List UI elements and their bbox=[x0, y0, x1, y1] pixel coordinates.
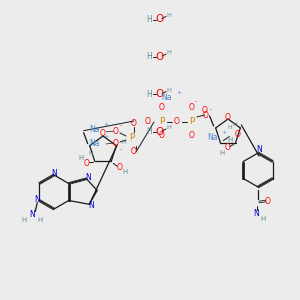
Text: Na: Na bbox=[89, 139, 99, 148]
Text: +: + bbox=[103, 122, 109, 127]
Text: N: N bbox=[253, 208, 259, 217]
Text: O: O bbox=[234, 130, 240, 139]
Text: +: + bbox=[176, 89, 181, 94]
Text: N: N bbox=[29, 210, 35, 219]
Text: O: O bbox=[189, 131, 195, 140]
Text: O: O bbox=[131, 119, 137, 128]
Text: -: - bbox=[210, 107, 212, 112]
Text: O: O bbox=[116, 163, 122, 172]
Text: Na: Na bbox=[89, 125, 99, 134]
Text: Na: Na bbox=[207, 134, 217, 142]
Text: H: H bbox=[22, 218, 27, 224]
Text: H: H bbox=[78, 155, 83, 161]
Text: O: O bbox=[155, 52, 163, 62]
Text: O: O bbox=[84, 159, 90, 168]
Text: -: - bbox=[120, 124, 122, 128]
Text: H: H bbox=[121, 140, 126, 145]
Text: -: - bbox=[195, 100, 197, 104]
Text: P: P bbox=[189, 118, 195, 127]
Text: -: - bbox=[120, 148, 122, 152]
Text: O: O bbox=[225, 143, 231, 152]
Text: O: O bbox=[113, 128, 119, 136]
Text: H: H bbox=[219, 149, 224, 155]
Text: N: N bbox=[256, 146, 262, 154]
Text: O: O bbox=[203, 112, 209, 121]
Text: N: N bbox=[34, 195, 40, 204]
Text: O: O bbox=[155, 14, 163, 25]
Text: H: H bbox=[227, 125, 232, 130]
Text: O: O bbox=[189, 103, 195, 112]
Text: O: O bbox=[100, 130, 106, 139]
Text: H: H bbox=[228, 136, 233, 142]
Text: N: N bbox=[85, 173, 91, 182]
Text: P: P bbox=[159, 118, 165, 127]
Text: H: H bbox=[146, 15, 152, 24]
Text: O: O bbox=[159, 103, 165, 112]
Text: H: H bbox=[123, 169, 128, 175]
Text: O: O bbox=[155, 89, 163, 100]
Text: Na: Na bbox=[162, 94, 172, 103]
Text: P: P bbox=[129, 134, 135, 142]
Text: +: + bbox=[103, 134, 109, 140]
Text: H: H bbox=[167, 125, 171, 130]
Text: N: N bbox=[51, 169, 57, 178]
Text: O: O bbox=[174, 118, 180, 127]
Text: O: O bbox=[265, 196, 271, 206]
Text: H: H bbox=[260, 216, 266, 222]
Text: O: O bbox=[202, 106, 208, 116]
Text: H: H bbox=[146, 128, 152, 136]
Text: O: O bbox=[159, 131, 165, 140]
Text: O: O bbox=[155, 127, 163, 137]
Text: H: H bbox=[38, 217, 43, 223]
Text: H: H bbox=[167, 13, 171, 18]
Text: O: O bbox=[145, 118, 151, 127]
Text: O: O bbox=[131, 148, 137, 157]
Text: H: H bbox=[167, 50, 171, 56]
Text: H: H bbox=[146, 52, 152, 62]
Text: H: H bbox=[167, 88, 171, 93]
Text: H: H bbox=[146, 90, 152, 99]
Text: O: O bbox=[113, 140, 119, 148]
Text: N: N bbox=[88, 201, 94, 210]
Text: H: H bbox=[88, 151, 93, 156]
Text: +: + bbox=[221, 130, 226, 134]
Text: H: H bbox=[232, 122, 237, 128]
Text: O: O bbox=[225, 112, 231, 122]
